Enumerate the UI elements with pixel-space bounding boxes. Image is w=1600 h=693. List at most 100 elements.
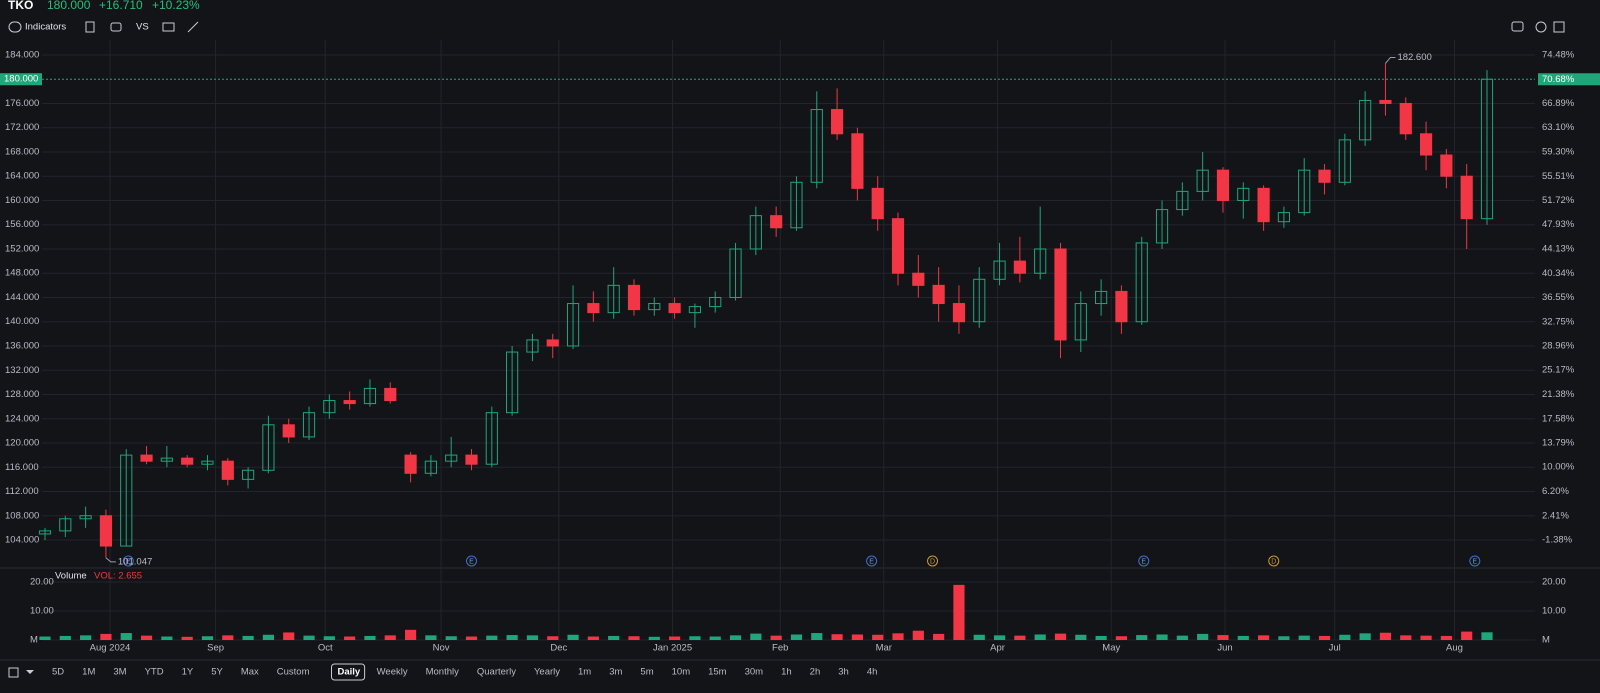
range-button[interactable]: 1M xyxy=(82,667,95,678)
volume-bar xyxy=(1440,635,1452,640)
volume-bar xyxy=(323,636,335,640)
volume-bar xyxy=(892,633,904,640)
interval-button[interactable]: Quarterly xyxy=(477,667,516,678)
candle-body xyxy=(648,303,661,311)
toolbar: Indicators VS xyxy=(8,21,1565,33)
chart-type-button[interactable] xyxy=(85,21,95,33)
indicators-button[interactable]: Indicators xyxy=(25,22,66,33)
range-button[interactable]: 5D xyxy=(52,667,64,678)
volume-title: Volume xyxy=(55,571,87,582)
fullscreen-button[interactable] xyxy=(1553,21,1565,33)
volume-bar xyxy=(1258,635,1270,640)
interval-button[interactable]: 1m xyxy=(578,667,591,678)
volume-bar xyxy=(486,635,498,640)
candle-body xyxy=(729,248,742,298)
y2-tick-label: 10.00% xyxy=(1542,462,1575,473)
range-button[interactable]: YTD xyxy=(145,667,164,678)
range-button[interactable]: 5Y xyxy=(211,667,223,678)
volume-bar xyxy=(1379,632,1392,640)
volume-bar xyxy=(648,636,660,640)
volume-bar xyxy=(1359,633,1371,640)
y-tick-label: 144.000 xyxy=(5,292,39,303)
event-marker[interactable] xyxy=(927,555,939,567)
interval-button[interactable]: 4h xyxy=(867,667,878,678)
y-tick-label: 128.000 xyxy=(5,389,39,400)
interval-button[interactable]: Weekly xyxy=(377,667,408,678)
last-pct-label: 70.68% xyxy=(1542,74,1575,85)
interval-button[interactable]: Monthly xyxy=(426,667,460,678)
event-marker[interactable] xyxy=(1138,555,1150,567)
range-button[interactable]: Max xyxy=(241,667,259,678)
candle-body xyxy=(1440,154,1453,177)
volume-bar xyxy=(242,635,254,640)
x-tick-label: Oct xyxy=(318,643,333,654)
volume-bar xyxy=(526,635,539,640)
candle-body xyxy=(1298,169,1311,214)
volume-tick-label: 10.00 xyxy=(30,605,54,616)
compare-button[interactable]: VS xyxy=(136,22,149,33)
candle-body xyxy=(749,215,762,250)
indicators-icon[interactable] xyxy=(8,21,22,33)
range-button[interactable]: Custom xyxy=(277,667,310,678)
pencil-button[interactable] xyxy=(187,21,199,33)
event-marker[interactable] xyxy=(122,555,134,567)
event-label: E xyxy=(1141,558,1146,565)
volume-tick-label: M xyxy=(30,635,38,646)
y2-tick-label: 40.34% xyxy=(1542,268,1575,279)
volume-bar xyxy=(608,635,620,640)
y2-tick-label: 13.79% xyxy=(1542,438,1575,449)
event-marker[interactable] xyxy=(1469,555,1481,567)
template-button[interactable] xyxy=(162,22,175,32)
y2-tick-label: 66.89% xyxy=(1542,98,1575,109)
volume-bar xyxy=(709,636,721,640)
interval-button[interactable]: 10m xyxy=(672,667,691,678)
range-button[interactable]: 1Y xyxy=(182,667,194,678)
candle-body xyxy=(485,412,498,465)
interval-button[interactable]: 15m xyxy=(708,667,727,678)
candle-body xyxy=(140,454,153,462)
y-tick-label: 184.000 xyxy=(5,49,39,60)
settings-button[interactable] xyxy=(1535,21,1547,33)
volume-bar xyxy=(547,636,559,640)
interval-button[interactable]: 2h xyxy=(810,667,821,678)
interval-button[interactable]: 1h xyxy=(781,667,792,678)
candle-body xyxy=(506,351,519,414)
event-marker[interactable] xyxy=(1268,555,1280,567)
marks: Aug 2024 Sep Oct Nov Dec Jan 2025 Feb Mar Apr May… xyxy=(0,40,1600,681)
candle-body xyxy=(1135,242,1148,323)
layout-button[interactable] xyxy=(8,667,19,678)
x-tick-label: Sep xyxy=(207,643,224,654)
interval-button[interactable]: 3h xyxy=(838,667,849,678)
volume-bar xyxy=(1176,635,1188,640)
volume-bar xyxy=(120,633,132,640)
volume-bar xyxy=(1014,635,1026,640)
volume-bar xyxy=(140,635,153,640)
interval-button[interactable]: Daily xyxy=(338,667,361,678)
interval-button[interactable]: 5m xyxy=(640,667,653,678)
low-leader xyxy=(105,557,116,563)
candle-body xyxy=(79,515,92,520)
last-price-label: 180.000 xyxy=(4,74,38,85)
y-tick-label: 176.000 xyxy=(5,98,39,109)
volume-bar xyxy=(689,636,701,640)
layout-dropdown[interactable] xyxy=(26,670,34,674)
range-button[interactable]: 3M xyxy=(113,667,126,678)
candle-body xyxy=(221,460,234,480)
y-tick-label: 148.000 xyxy=(5,268,39,279)
interval-button[interactable]: 3m xyxy=(609,667,622,678)
interval-button[interactable]: Yearly xyxy=(534,667,560,678)
candle-body xyxy=(973,278,986,323)
volume-bar xyxy=(973,634,985,640)
event-marker[interactable] xyxy=(866,555,878,567)
y-tick-label: 136.000 xyxy=(5,341,39,352)
drawing-button[interactable] xyxy=(110,22,122,32)
candle-body xyxy=(1460,175,1473,220)
event-marker[interactable] xyxy=(466,555,478,567)
x-tick-label: Jan 2025 xyxy=(653,643,692,654)
interval-button[interactable]: 30m xyxy=(745,667,764,678)
y-tick-label: 172.000 xyxy=(5,122,39,133)
volume-bar xyxy=(404,629,417,640)
snapshot-button[interactable] xyxy=(1511,21,1524,32)
